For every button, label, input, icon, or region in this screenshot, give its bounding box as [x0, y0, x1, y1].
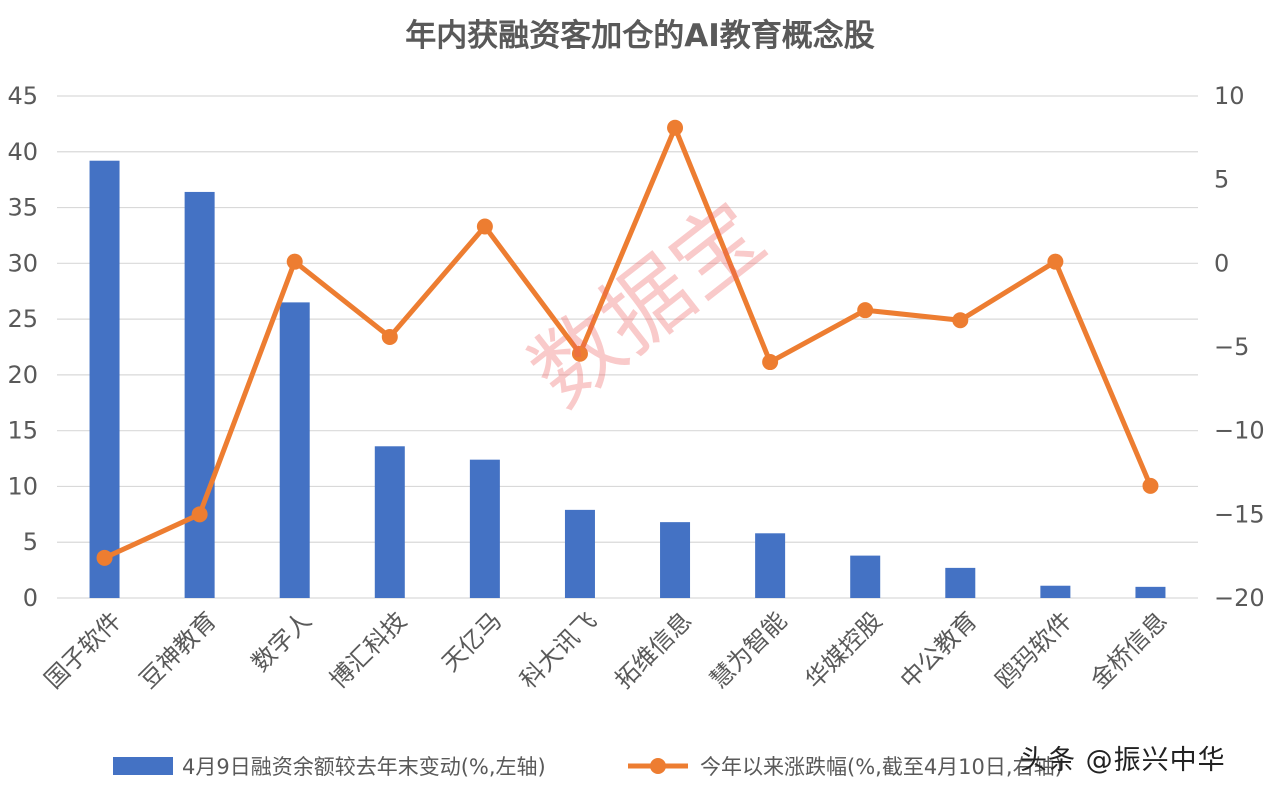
left-axis-tick: 5 [23, 528, 38, 556]
category-label: 中公教育 [895, 606, 983, 694]
line-point [952, 312, 969, 329]
left-axis-tick: 10 [7, 472, 38, 500]
line-point [762, 354, 779, 371]
category-label: 数字人 [246, 606, 317, 677]
legend-bar-swatch [113, 757, 173, 775]
category-label: 慧为智能 [705, 606, 793, 694]
bar [1135, 586, 1166, 598]
left-axis-tick: 45 [7, 82, 38, 110]
line-point [381, 328, 398, 345]
bar [564, 509, 595, 598]
credit-text: 头条 @振兴中华 [1020, 745, 1226, 776]
line-point [96, 549, 113, 566]
left-axis-tick: 40 [7, 138, 38, 166]
left-axis-tick: 35 [7, 194, 38, 222]
left-axis-tick: 20 [7, 361, 38, 389]
line-series [103, 125, 1153, 561]
line-point [1047, 253, 1064, 270]
bar [374, 446, 405, 598]
category-label: 拓维信息 [610, 606, 698, 694]
bar [1040, 585, 1071, 598]
left-axis-tick: 0 [23, 584, 38, 612]
bar [850, 555, 881, 598]
right-axis-tick: 0 [1214, 249, 1229, 277]
bar [660, 522, 691, 598]
left-axis-tick: 15 [7, 417, 38, 445]
category-label: 博汇科技 [324, 606, 412, 694]
bar [89, 160, 120, 599]
legend-line-marker [650, 758, 666, 774]
category-label: 华媒控股 [800, 606, 888, 694]
right-axis-tick: −10 [1214, 417, 1265, 445]
line-point [476, 218, 493, 235]
right-axis-tick: 10 [1214, 82, 1245, 110]
category-label: 金桥信息 [1085, 606, 1173, 694]
category-label: 国子软件 [39, 606, 127, 694]
legend-bar-label: 4月9日融资余额较去年末变动(%,左轴) [182, 755, 546, 779]
line-point [191, 506, 208, 523]
right-axis-tick: 5 [1214, 166, 1229, 194]
bar [279, 302, 310, 598]
category-label: 天亿马 [436, 606, 507, 677]
category-label: 科大讯飞 [515, 606, 603, 694]
line-point [286, 253, 303, 270]
chart-title: 年内获融资客加仓的AI教育概念股 [405, 18, 875, 54]
bar [469, 459, 500, 598]
line-point [667, 119, 684, 136]
right-axis-tick: −5 [1214, 333, 1249, 361]
right-axis-tick: −20 [1214, 584, 1265, 612]
line-point [857, 302, 874, 319]
category-label: 豆神教育 [134, 606, 222, 694]
line-point [1142, 477, 1159, 494]
bar [945, 567, 976, 598]
legend-line-label: 今年以来涨跌幅(%,截至4月10日,右轴) [700, 755, 1063, 779]
left-axis-tick: 30 [7, 249, 38, 277]
left-axis-tick: 25 [7, 305, 38, 333]
bar [184, 191, 215, 598]
bar [755, 533, 786, 598]
category-label: 鸥玛软件 [990, 606, 1078, 694]
right-axis-tick: −15 [1214, 500, 1265, 528]
line-point [571, 345, 588, 362]
